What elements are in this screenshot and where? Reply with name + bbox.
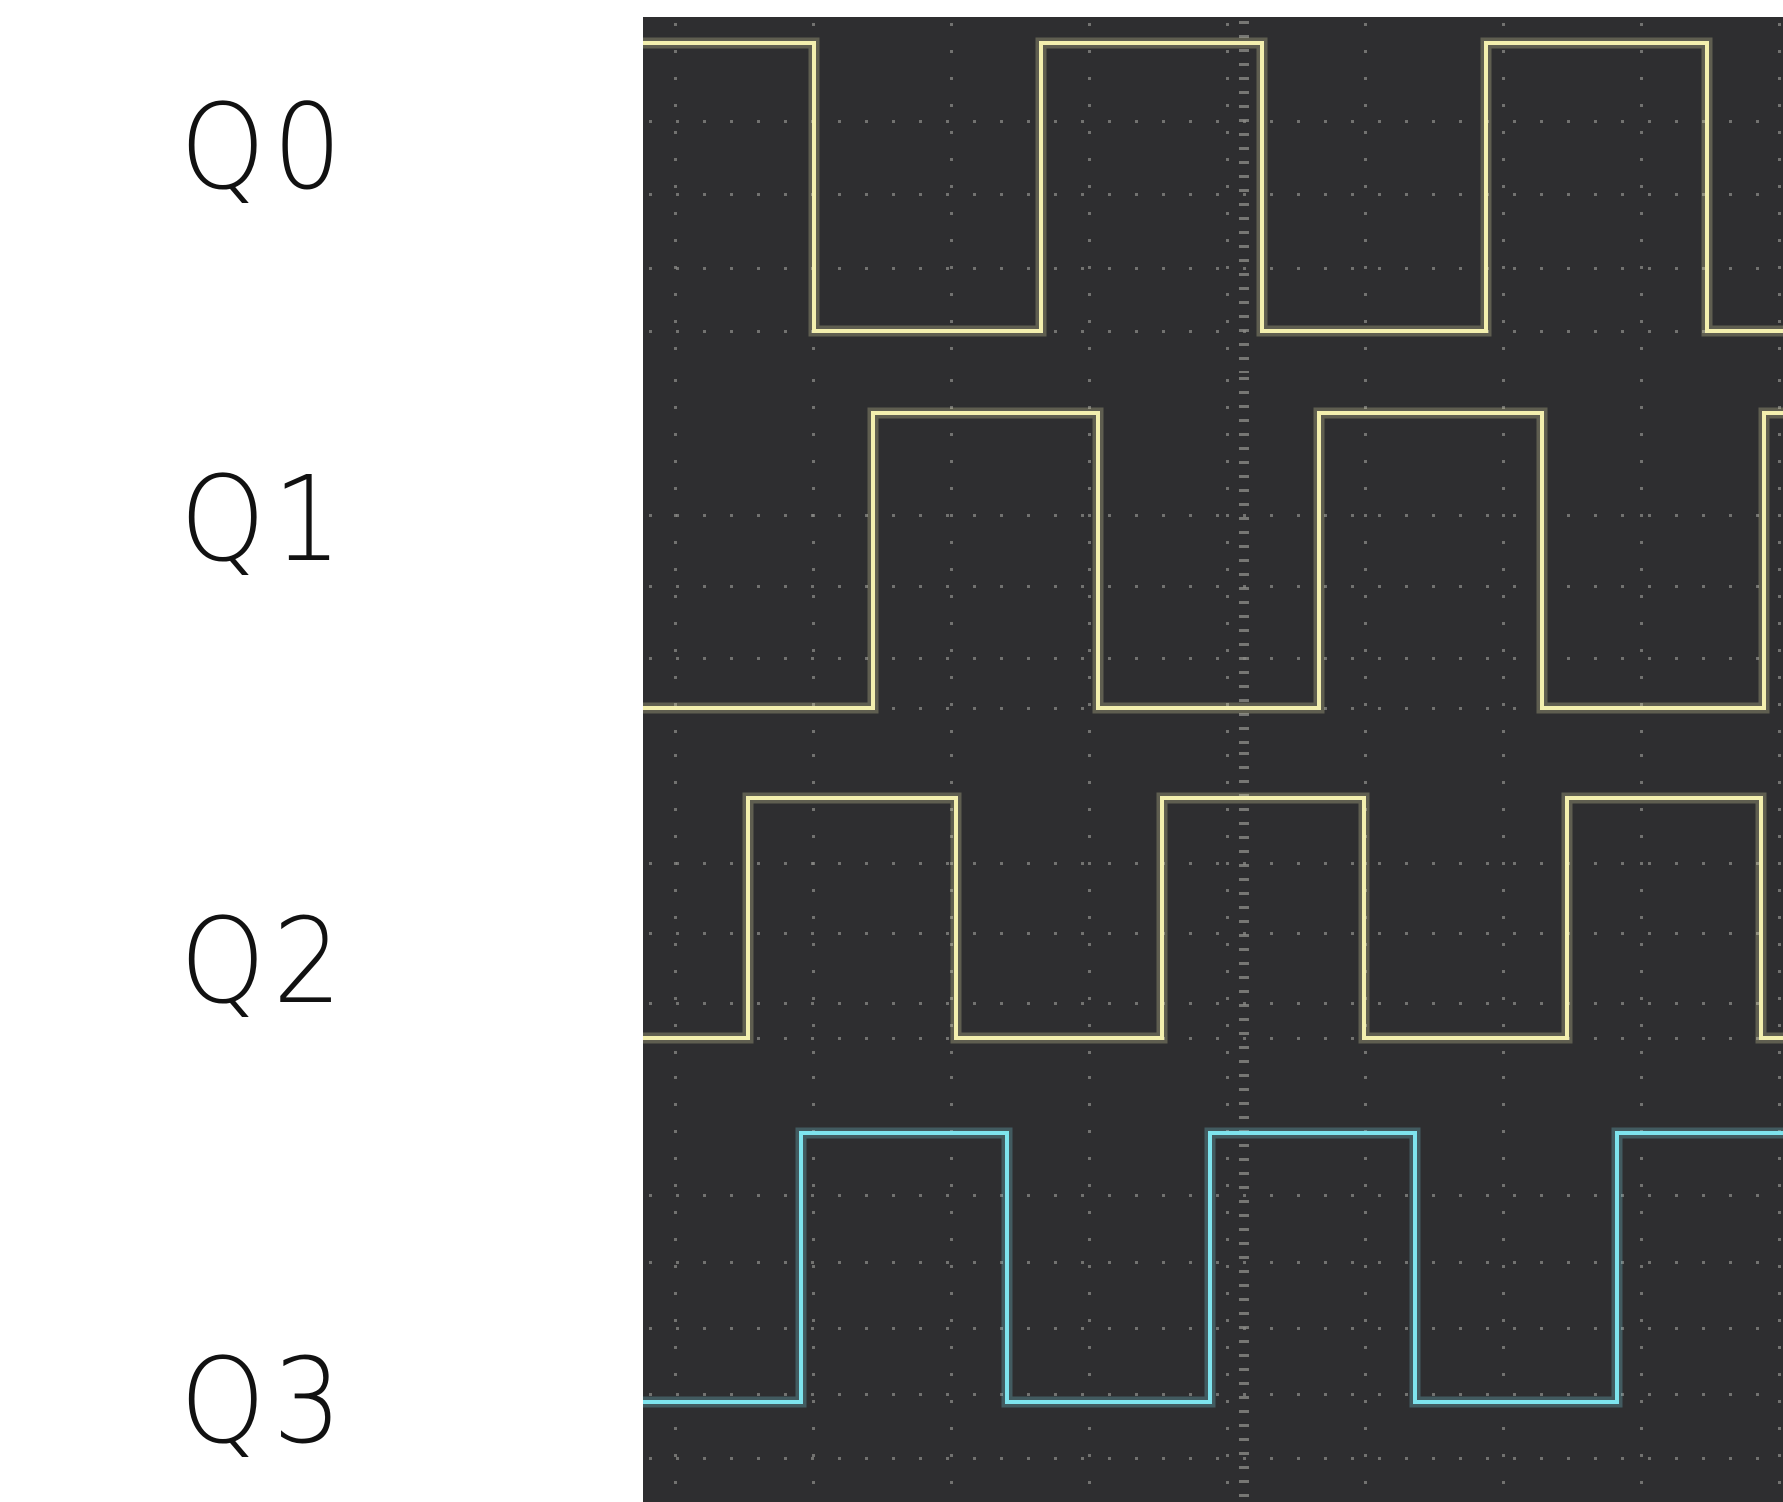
trace-q0 — [643, 41, 1783, 333]
scope-background — [643, 1070, 1783, 1502]
scope-panel-q1 — [643, 373, 1783, 748]
scope-background — [643, 748, 1783, 1070]
trace-q3 — [643, 1131, 1783, 1404]
label-q0: Q0 — [180, 78, 350, 216]
scope-panel-q0 — [643, 17, 1783, 373]
scope-panel-q3 — [643, 1070, 1783, 1502]
scope-background — [643, 17, 1783, 373]
label-q3: Q3 — [180, 1332, 350, 1470]
scope-panel-q2 — [643, 748, 1783, 1070]
scope-trace-q0 — [643, 17, 1783, 373]
label-q1: Q1 — [180, 450, 350, 588]
scope-trace-q3 — [643, 1070, 1783, 1502]
trace-q1 — [643, 411, 1783, 710]
scope-background — [643, 373, 1783, 748]
scope-trace-q2 — [643, 748, 1783, 1070]
scope-grid — [649, 752, 1781, 1063]
trace-q2 — [643, 796, 1783, 1040]
scope-grid — [649, 377, 1781, 744]
scope-trace-q1 — [643, 373, 1783, 748]
label-q2: Q2 — [180, 892, 350, 1030]
scope-grid — [649, 1074, 1781, 1497]
